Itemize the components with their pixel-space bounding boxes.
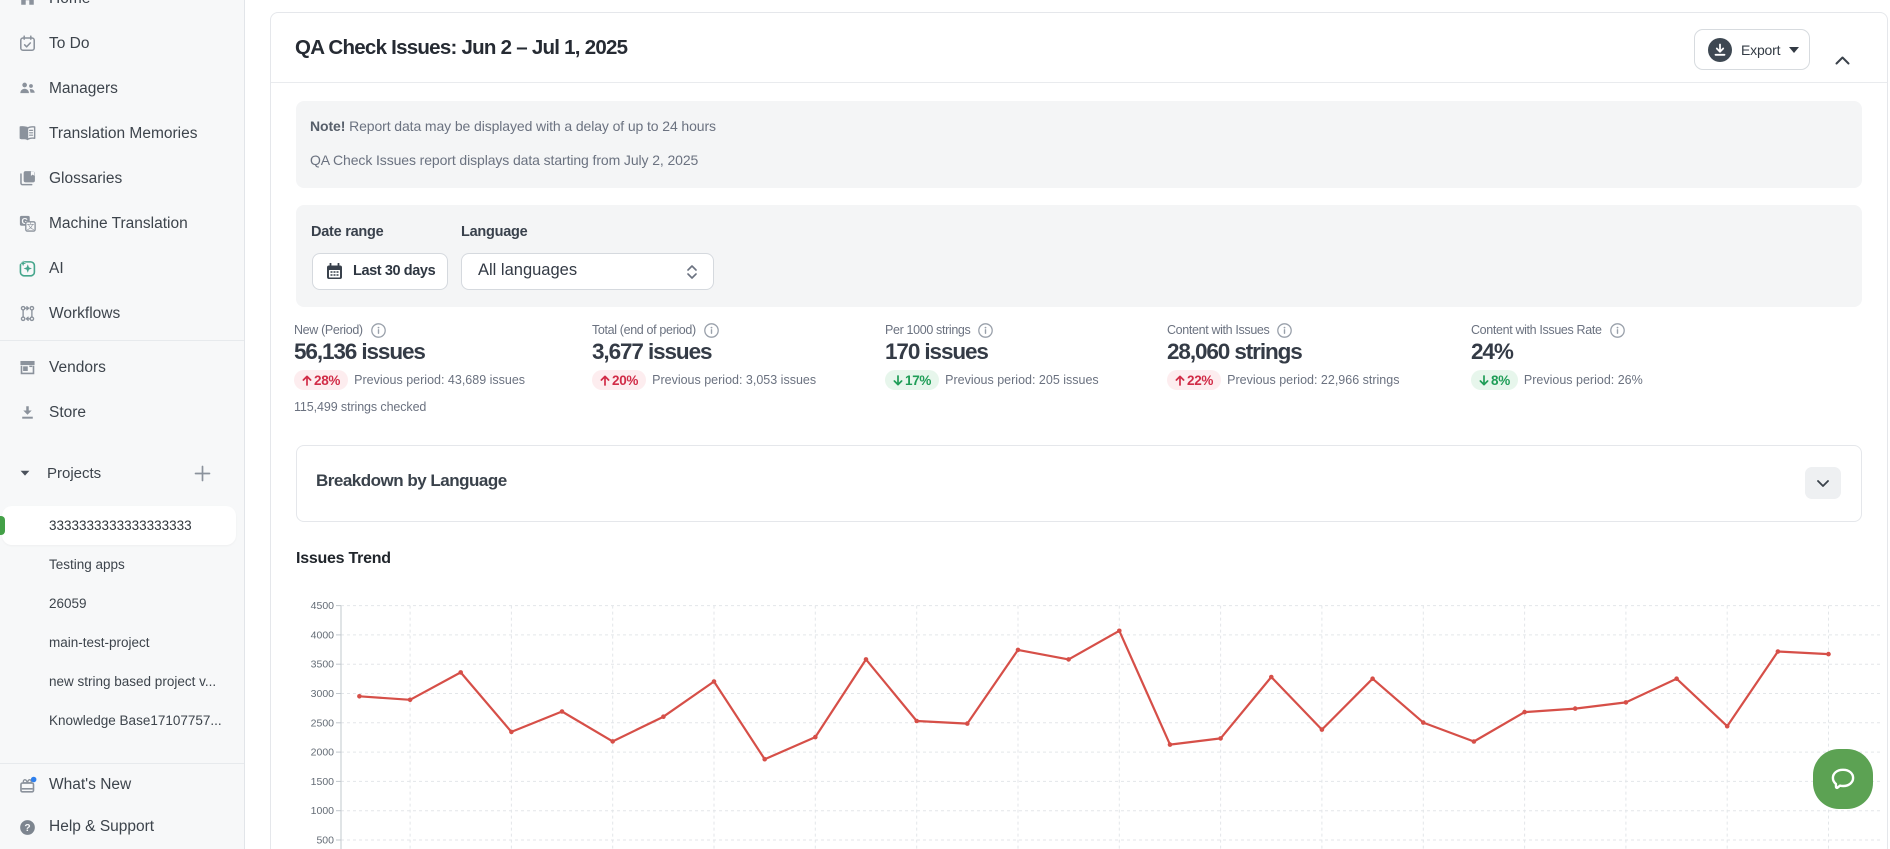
svg-text:G: G — [22, 216, 29, 226]
svg-text:3000: 3000 — [311, 688, 335, 700]
svg-text:4000: 4000 — [311, 629, 335, 641]
svg-text:文: 文 — [27, 221, 35, 231]
svg-text:500: 500 — [316, 835, 334, 847]
svg-text:2500: 2500 — [311, 717, 335, 729]
svg-text:4500: 4500 — [311, 600, 335, 612]
svg-text:?: ? — [24, 823, 30, 834]
svg-text:1000: 1000 — [311, 805, 335, 817]
svg-text:1500: 1500 — [311, 776, 335, 788]
svg-text:2000: 2000 — [311, 747, 335, 759]
svg-text:3500: 3500 — [311, 659, 335, 671]
